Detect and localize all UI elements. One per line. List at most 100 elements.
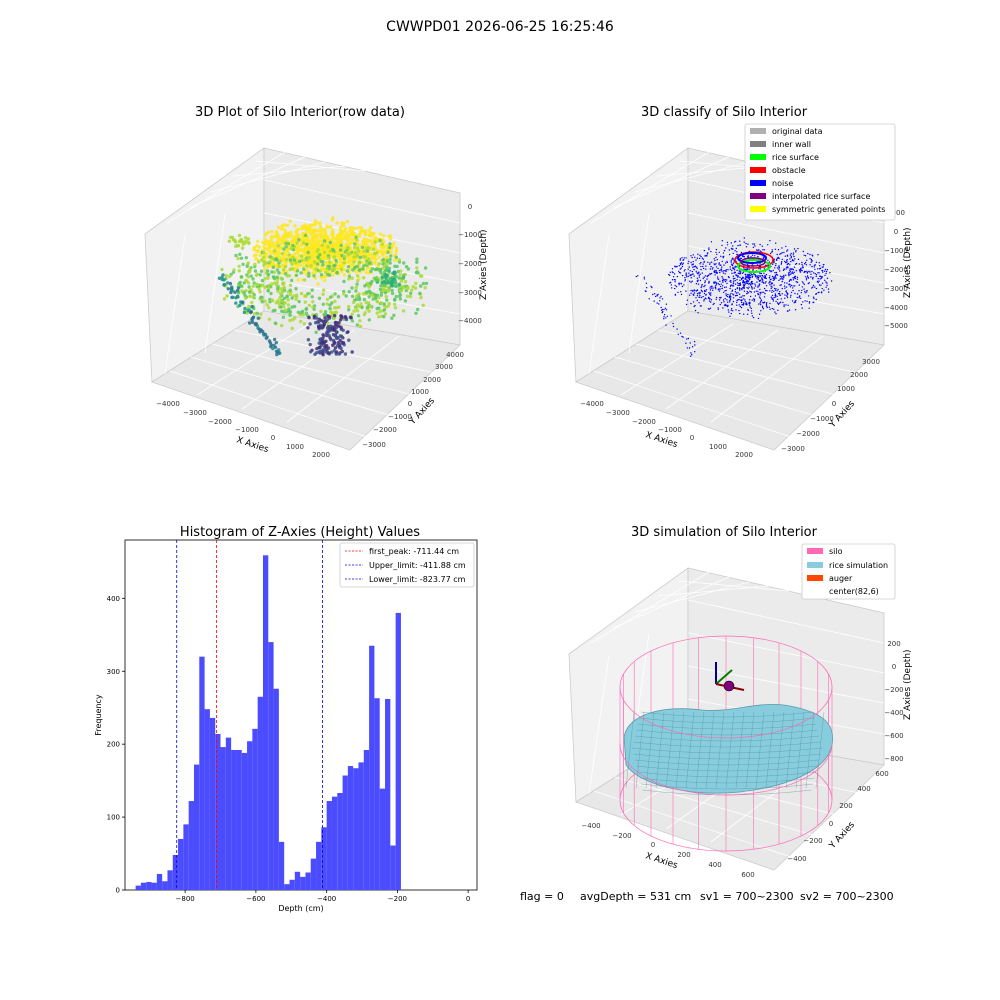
noise-point <box>674 287 676 290</box>
noise-point <box>723 291 725 294</box>
scatter-point <box>293 316 297 320</box>
scatter-point <box>337 321 341 325</box>
scatter-point <box>253 262 257 267</box>
noise-point <box>777 249 780 251</box>
scatter-point <box>381 283 385 287</box>
histogram-bar <box>172 855 179 890</box>
noise-point <box>818 272 820 274</box>
z-tick: −3000 <box>458 289 482 297</box>
noise-point <box>773 290 775 293</box>
rice-mesh-line <box>675 711 685 789</box>
noise-point <box>812 296 815 298</box>
noise-point <box>743 313 745 315</box>
noise-point <box>824 279 826 281</box>
histogram-bar <box>321 827 327 890</box>
noise-point <box>735 294 737 297</box>
noise-point <box>810 276 812 278</box>
noise-point <box>796 293 799 295</box>
scatter-point <box>267 306 271 310</box>
noise-point <box>737 276 739 278</box>
noise-point <box>715 298 717 300</box>
noise-point <box>815 287 818 290</box>
histogram-bar <box>316 841 322 890</box>
z-tick: 1000 <box>887 209 905 217</box>
histogram-bar <box>374 698 380 890</box>
noise-point <box>730 281 732 283</box>
noise-point <box>645 282 648 284</box>
rice-mesh-line <box>795 711 805 789</box>
noise-point <box>808 270 810 272</box>
noise-point <box>685 342 687 344</box>
scatter-point <box>247 270 251 275</box>
noise-point <box>785 290 787 293</box>
scatter-point <box>271 309 275 313</box>
histogram-bar <box>268 642 274 890</box>
noise-point <box>824 274 826 276</box>
scatter-point <box>339 314 343 318</box>
noise-point <box>691 264 693 266</box>
y-tick-label: 100 <box>107 814 120 822</box>
noise-point <box>768 269 771 272</box>
noise-point <box>817 278 819 280</box>
noise-point <box>829 272 831 274</box>
noise-point <box>787 266 789 268</box>
noise-point <box>689 270 691 272</box>
z-tick: −600 <box>884 732 903 740</box>
legend-label: Lower_limit: -823.77 cm <box>369 575 466 584</box>
noise-point <box>744 281 746 283</box>
scatter-point <box>401 285 406 290</box>
noise-point <box>693 289 695 291</box>
scatter-point <box>377 296 381 300</box>
noise-point <box>785 274 787 276</box>
scatter-point <box>321 349 325 353</box>
scatter-point <box>307 315 311 320</box>
scatter-point <box>263 242 267 246</box>
noise-point <box>769 240 771 242</box>
noise-point <box>792 289 794 292</box>
noise-point <box>776 298 779 300</box>
scatter-point <box>350 276 354 280</box>
noise-point <box>738 304 740 306</box>
scatter-point <box>351 230 355 234</box>
scatter-point <box>257 260 261 264</box>
scatter-point <box>341 328 345 332</box>
noise-point <box>730 284 732 287</box>
noise-point <box>709 298 711 300</box>
noise-point <box>798 269 801 271</box>
noise-point <box>744 283 746 286</box>
legend: original data inner wall rice surface ob… <box>744 123 896 221</box>
noise-point <box>696 257 699 259</box>
scatter-point <box>290 262 294 266</box>
scatter-point <box>328 240 332 245</box>
noise-point <box>714 286 717 289</box>
histogram-bar <box>252 728 258 890</box>
y-tick: −3000 <box>781 445 805 453</box>
scatter-point <box>266 272 271 277</box>
scatter-point <box>334 326 338 330</box>
noise-point <box>811 270 813 273</box>
ring-outer-red <box>734 251 774 269</box>
noise-point <box>705 298 707 300</box>
noise-point <box>678 265 680 267</box>
scatter-point <box>314 267 318 271</box>
histogram-bar <box>167 870 173 890</box>
scatter-point <box>393 264 397 268</box>
scatter-point <box>350 312 354 316</box>
noise-point <box>826 277 829 279</box>
noise-point <box>704 280 706 282</box>
scatter-point <box>301 313 306 317</box>
scatter-point <box>275 254 279 258</box>
scatter-point <box>272 270 277 274</box>
noise-point <box>657 293 659 296</box>
noise-point <box>715 283 718 285</box>
scatter-point <box>275 240 279 244</box>
scatter-point <box>408 294 413 299</box>
noise-point <box>670 284 673 286</box>
scatter-point <box>315 228 320 232</box>
scatter-point <box>418 291 422 296</box>
noise-point <box>699 254 701 256</box>
rice-mesh-line <box>625 711 635 789</box>
scatter-point <box>350 226 354 230</box>
noise-point <box>744 301 747 303</box>
noise-point <box>825 281 827 283</box>
